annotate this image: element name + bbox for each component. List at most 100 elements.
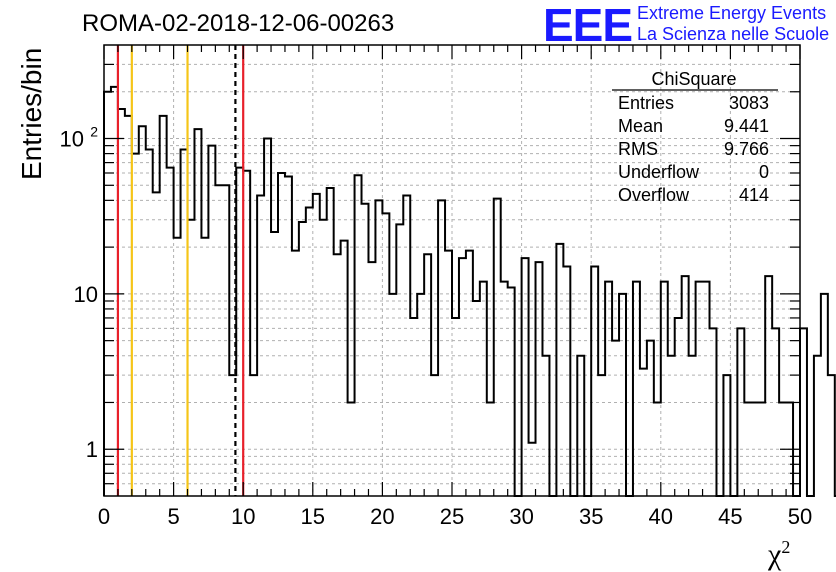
histogram-bin bbox=[737, 328, 744, 496]
histogram-bin bbox=[542, 356, 549, 496]
histogram-bin bbox=[563, 267, 570, 496]
stats-label: Mean bbox=[618, 116, 663, 136]
axis-ticks bbox=[103, 45, 801, 496]
histogram-bin bbox=[661, 282, 668, 496]
histogram-bin bbox=[800, 328, 807, 496]
histogram-bin bbox=[313, 194, 320, 496]
x-tick-label: 40 bbox=[649, 504, 673, 529]
histogram-bin bbox=[654, 402, 661, 496]
histogram-bin bbox=[466, 251, 473, 496]
histogram-bin bbox=[299, 222, 306, 496]
histogram-bin bbox=[438, 200, 445, 496]
histogram-bin bbox=[285, 176, 292, 496]
histogram-bin bbox=[362, 204, 369, 496]
y-tick-label: 10 bbox=[74, 282, 98, 307]
histogram-bin bbox=[640, 369, 647, 496]
y-tick-label: 1 bbox=[86, 437, 98, 462]
y-axis-label: Entries/bin bbox=[16, 47, 47, 180]
histogram-bin bbox=[250, 375, 257, 496]
histogram-bin bbox=[480, 282, 487, 496]
histogram-bin bbox=[668, 356, 675, 496]
histogram-bin bbox=[828, 375, 835, 496]
histogram-bin bbox=[647, 341, 654, 496]
stats-value: 9.766 bbox=[724, 139, 769, 159]
histogram-bin bbox=[772, 328, 779, 496]
x-tick-label: 25 bbox=[440, 504, 464, 529]
histogram-bin bbox=[201, 238, 208, 496]
histogram-bin bbox=[689, 356, 696, 496]
histogram-bin bbox=[598, 375, 605, 496]
histogram-bin bbox=[174, 238, 181, 496]
stats-label: RMS bbox=[618, 139, 658, 159]
histogram-bin bbox=[556, 244, 563, 496]
histogram-bin bbox=[487, 402, 494, 496]
histogram-bin bbox=[208, 146, 215, 496]
histogram-bin bbox=[389, 294, 396, 496]
histogram-bin bbox=[334, 254, 341, 496]
x-tick-label: 30 bbox=[509, 504, 533, 529]
histogram-bin bbox=[341, 241, 348, 496]
histogram-bin bbox=[703, 282, 710, 496]
histogram-bin bbox=[424, 254, 431, 496]
histogram-bin bbox=[368, 262, 375, 496]
histogram-bin bbox=[194, 129, 201, 496]
x-tick-label: 10 bbox=[231, 504, 255, 529]
y-tick-exponent: 2 bbox=[90, 124, 98, 140]
marker-lines bbox=[116, 45, 245, 496]
logo-line-2: La Scienza nelle Scuole bbox=[637, 24, 830, 44]
histogram-bin bbox=[536, 262, 543, 496]
stats-value: 9.441 bbox=[724, 116, 769, 136]
x-tick-label: 50 bbox=[788, 504, 812, 529]
histogram-bin bbox=[682, 276, 689, 496]
histogram-bin bbox=[403, 195, 410, 496]
logo-line-1: Extreme Energy Events bbox=[637, 3, 827, 23]
stats-value: 3083 bbox=[729, 93, 769, 113]
histogram-bin bbox=[619, 294, 626, 496]
histogram-bin bbox=[417, 294, 424, 496]
histogram-bin bbox=[758, 402, 765, 496]
histogram-bin bbox=[348, 402, 355, 496]
histogram-bin bbox=[146, 149, 153, 496]
y-tick-label: 10 bbox=[60, 127, 84, 152]
x-tick-label: 0 bbox=[98, 504, 110, 529]
histogram-bin bbox=[292, 251, 299, 496]
histogram-bin bbox=[306, 207, 313, 496]
histogram-bin bbox=[375, 200, 382, 496]
histogram-bin bbox=[696, 282, 703, 496]
x-tick-label: 45 bbox=[718, 504, 742, 529]
histogram-bin bbox=[473, 301, 480, 496]
histogram-bin bbox=[821, 294, 828, 496]
histogram-bin bbox=[445, 251, 452, 496]
histogram-bin bbox=[320, 220, 327, 496]
histogram-bin bbox=[494, 199, 501, 496]
histogram-bin bbox=[508, 287, 515, 496]
histogram-bin bbox=[452, 318, 459, 496]
histogram-bin bbox=[723, 375, 730, 496]
histogram-bin bbox=[522, 258, 529, 496]
histogram-bin bbox=[278, 173, 285, 496]
histogram-bin bbox=[215, 185, 222, 496]
stats-value: 0 bbox=[759, 162, 769, 182]
histogram-bin bbox=[396, 224, 403, 496]
histogram-bin bbox=[529, 443, 536, 496]
histogram-bin bbox=[675, 318, 682, 496]
stats-box: ChiSquare Entries 3083 Mean 9.441 RMS 9.766 Un… bbox=[612, 69, 778, 205]
tick-labels: 0 5 10 15 20 25 30 35 40 45 50 1 10 10 2 bbox=[60, 124, 813, 529]
stats-title: ChiSquare bbox=[651, 69, 736, 89]
histogram-bin bbox=[765, 276, 772, 496]
histogram-bin bbox=[744, 402, 751, 496]
stats-label: Overflow bbox=[618, 185, 690, 205]
histogram-outline bbox=[103, 85, 836, 497]
histogram-bin bbox=[160, 116, 167, 496]
histogram-bin bbox=[271, 232, 278, 496]
x-tick-label: 20 bbox=[370, 504, 394, 529]
stats-value: 414 bbox=[739, 185, 769, 205]
grid-lines bbox=[104, 45, 800, 496]
histogram-bin bbox=[153, 192, 160, 496]
histogram-bin bbox=[382, 213, 389, 496]
histogram-bin bbox=[222, 185, 229, 496]
histogram-bin bbox=[612, 341, 619, 496]
run-title: ROMA-02-2018-12-06-00263 bbox=[82, 10, 395, 37]
histogram-bin bbox=[591, 267, 598, 496]
